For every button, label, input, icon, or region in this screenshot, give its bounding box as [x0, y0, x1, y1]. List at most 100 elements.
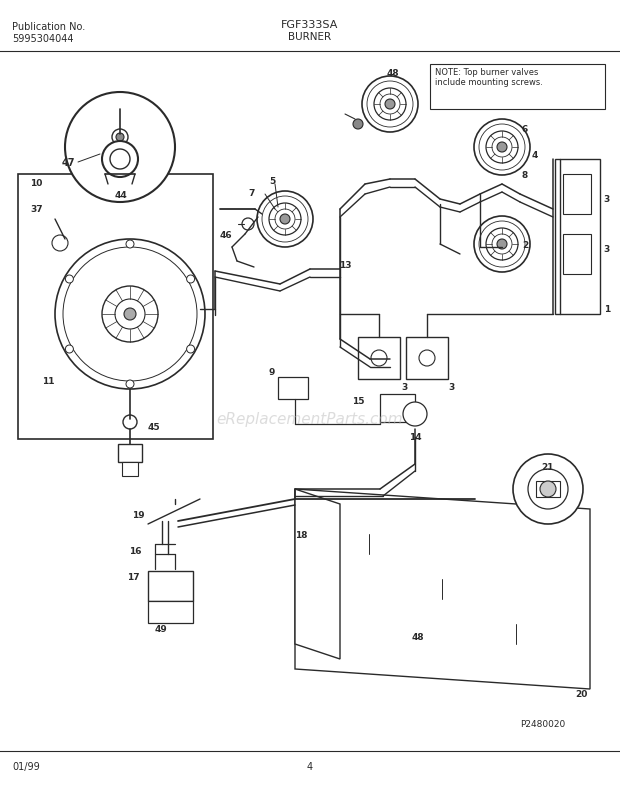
Text: 3: 3 [449, 383, 455, 392]
Text: 8: 8 [522, 170, 528, 179]
Text: 13: 13 [339, 260, 352, 269]
Text: 3: 3 [604, 245, 610, 255]
Bar [118, 444, 142, 463]
Circle shape [419, 351, 435, 366]
Text: Publication No.: Publication No. [12, 22, 86, 32]
Bar [430, 65, 605, 110]
Circle shape [275, 210, 295, 230]
Text: 9: 9 [269, 368, 275, 377]
Circle shape [126, 381, 134, 389]
Circle shape [492, 234, 512, 255]
Circle shape [123, 415, 137, 430]
Text: 5995304044: 5995304044 [12, 34, 74, 44]
Circle shape [474, 120, 530, 176]
Text: 18: 18 [295, 530, 308, 539]
Text: 47: 47 [62, 158, 76, 168]
Text: P2480020: P2480020 [520, 719, 565, 728]
Circle shape [492, 138, 512, 158]
Circle shape [52, 236, 68, 251]
Bar [380, 394, 415, 422]
Circle shape [362, 77, 418, 132]
Circle shape [497, 240, 507, 250]
Circle shape [65, 345, 73, 353]
Circle shape [371, 351, 387, 366]
Text: 48: 48 [412, 633, 424, 642]
Circle shape [187, 275, 195, 283]
Circle shape [280, 214, 290, 225]
Circle shape [110, 150, 130, 169]
Circle shape [126, 241, 134, 249]
Text: 45: 45 [148, 423, 161, 432]
Bar [563, 234, 591, 275]
Text: 49: 49 [155, 625, 168, 634]
Circle shape [479, 124, 525, 171]
Circle shape [112, 130, 128, 146]
Text: 17: 17 [127, 573, 140, 582]
Circle shape [116, 134, 124, 142]
Circle shape [187, 345, 195, 353]
Bar [555, 160, 600, 315]
Text: 7: 7 [249, 188, 255, 198]
Bar [406, 337, 448, 380]
Text: FGF333SA: FGF333SA [281, 20, 339, 30]
Circle shape [124, 308, 136, 320]
Text: 11: 11 [42, 377, 55, 386]
Circle shape [513, 454, 583, 524]
Text: 4: 4 [532, 150, 538, 159]
Text: 46: 46 [219, 230, 232, 239]
Circle shape [540, 482, 556, 497]
Circle shape [385, 100, 395, 110]
Circle shape [486, 229, 518, 261]
Circle shape [486, 132, 518, 164]
Bar [536, 482, 560, 497]
Text: 2: 2 [522, 240, 528, 249]
Circle shape [474, 217, 530, 273]
Bar [278, 377, 308, 400]
Circle shape [257, 192, 313, 247]
Polygon shape [295, 489, 340, 659]
Circle shape [262, 197, 308, 243]
Text: 48: 48 [387, 69, 399, 79]
Circle shape [115, 300, 145, 329]
Text: 3: 3 [604, 195, 610, 204]
Bar [148, 601, 193, 623]
Circle shape [374, 89, 406, 120]
Text: 10: 10 [30, 178, 42, 187]
Text: 01/99: 01/99 [12, 761, 40, 771]
Text: 6: 6 [522, 125, 528, 134]
Text: 14: 14 [409, 433, 422, 442]
Circle shape [403, 402, 427, 426]
Text: 5: 5 [269, 177, 275, 186]
Text: NOTE: Top burner valves
include mounting screws.: NOTE: Top burner valves include mounting… [435, 68, 543, 88]
Circle shape [528, 470, 568, 509]
Polygon shape [295, 489, 590, 689]
Bar [563, 175, 591, 214]
Bar [122, 463, 138, 476]
Bar [18, 175, 213, 439]
Circle shape [380, 95, 400, 115]
Bar [420, 597, 465, 632]
Text: 1: 1 [604, 305, 610, 314]
Circle shape [65, 93, 175, 202]
Text: 4: 4 [307, 761, 313, 771]
Circle shape [55, 240, 205, 389]
Text: 15: 15 [352, 397, 364, 406]
Circle shape [65, 275, 73, 283]
Text: 19: 19 [133, 510, 145, 519]
Text: 21: 21 [542, 463, 554, 472]
Text: 16: 16 [130, 547, 142, 556]
Circle shape [353, 120, 363, 130]
Circle shape [63, 247, 197, 381]
Circle shape [479, 222, 525, 267]
Text: 37: 37 [30, 206, 43, 214]
Circle shape [242, 218, 254, 230]
Circle shape [367, 82, 413, 128]
Bar [358, 337, 400, 380]
Text: 3: 3 [402, 383, 408, 392]
Text: 44: 44 [115, 190, 128, 199]
Text: eReplacementParts.com: eReplacementParts.com [216, 412, 404, 427]
Circle shape [102, 142, 138, 177]
Circle shape [102, 287, 158, 343]
Text: BURNER: BURNER [288, 32, 332, 42]
Circle shape [269, 204, 301, 236]
